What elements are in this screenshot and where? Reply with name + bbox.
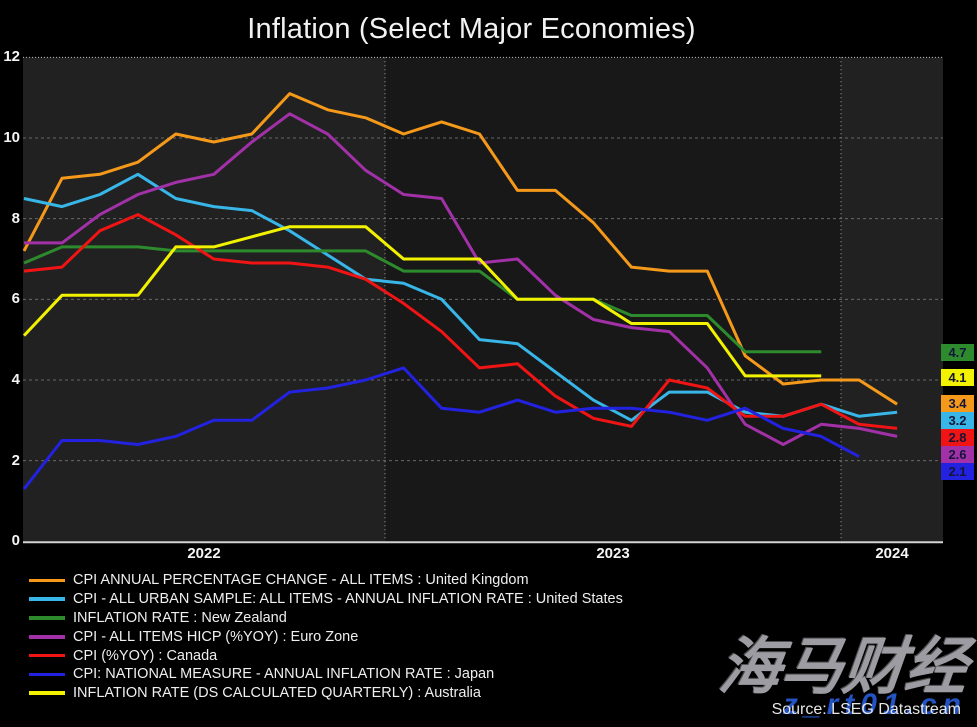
source-note: Source: LSEG Datastream: [771, 701, 961, 718]
legend-swatch: [29, 672, 65, 677]
legend-label: INFLATION RATE : New Zealand: [73, 609, 287, 626]
series-line-australia: [22, 225, 822, 378]
y-axis-tick-label: 0: [11, 532, 20, 550]
series-value-badge: 3.2: [941, 412, 974, 429]
series-line-canada: [23, 213, 898, 430]
legend: CPI ANNUAL PERCENTAGE CHANGE - ALL ITEMS…: [29, 571, 623, 703]
legend-swatch: [29, 691, 65, 695]
legend-swatch: [29, 578, 65, 583]
series-value-badge: 4.1: [941, 368, 974, 386]
legend-label: INFLATION RATE (DS CALCULATED QUARTERLY)…: [73, 685, 481, 702]
y-axis-tick-label: 10: [3, 129, 20, 146]
legend-label: CPI - ALL ITEMS HICP (%YOY) : Euro Zone: [73, 628, 359, 645]
y-axis-tick-label: 8: [11, 209, 20, 227]
y-axis-tick-label: 4: [11, 370, 20, 388]
legend-swatch: [29, 597, 65, 601]
page-title: Inflation (Select Major Economies): [247, 13, 696, 45]
legend-label: CPI: NATIONAL MEASURE - ANNUAL INFLATION…: [73, 666, 495, 683]
series-value-badge: 2.8: [941, 429, 974, 446]
series-value-badge: 2.1: [941, 463, 974, 480]
plot-band-light: [841, 57, 943, 542]
series-value-badge: 2.6: [941, 446, 974, 463]
x-axis-year-label: 2024: [875, 545, 909, 562]
x-axis-year-label: 2022: [187, 545, 221, 562]
legend-row-canada: CPI (%YOY) : Canada: [29, 646, 623, 665]
legend-row-new-zealand: INFLATION RATE : New Zealand: [29, 609, 623, 628]
legend-label: CPI ANNUAL PERCENTAGE CHANGE - ALL ITEMS…: [73, 572, 529, 589]
legend-row-euro-zone: CPI - ALL ITEMS HICP (%YOY) : Euro Zone: [29, 627, 623, 646]
series-line-new-zealand: [23, 245, 822, 354]
legend-row-united-states: CPI - ALL URBAN SAMPLE: ALL ITEMS - ANNU…: [29, 590, 623, 609]
series-line-japan: [22, 366, 860, 490]
legend-label: CPI (%YOY) : Canada: [73, 647, 218, 664]
y-axis-tick-label: 2: [11, 451, 20, 469]
series-value-badge: 4.7: [941, 343, 974, 361]
series-line-united-kingdom: [22, 92, 898, 406]
x-axis-year-label: 2023: [596, 545, 630, 562]
legend-row-australia: INFLATION RATE (DS CALCULATED QUARTERLY)…: [29, 684, 623, 703]
y-axis-tick-label: 6: [11, 290, 20, 308]
legend-label: CPI - ALL URBAN SAMPLE: ALL ITEMS - ANNU…: [73, 591, 623, 608]
watermark-domain-text: z_rt01.cn: [782, 688, 967, 721]
legend-swatch: [29, 635, 65, 639]
legend-row-japan: CPI: NATIONAL MEASURE - ANNUAL INFLATION…: [29, 665, 623, 684]
series-line-euro-zone: [24, 112, 898, 446]
series-value-badge: 3.4: [941, 395, 974, 412]
legend-swatch: [29, 616, 65, 620]
y-axis-tick-label: 12: [3, 48, 20, 66]
legend-swatch: [29, 653, 65, 658]
legend-row-united-kingdom: CPI ANNUAL PERCENTAGE CHANGE - ALL ITEMS…: [29, 571, 623, 590]
